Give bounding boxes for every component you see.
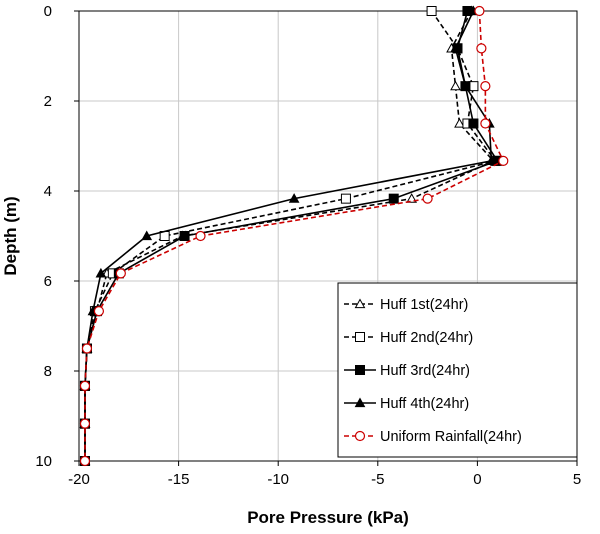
series-5-point	[480, 118, 491, 129]
series-1-point	[454, 117, 465, 128]
series-5-point	[79, 418, 91, 429]
legend-label: Huff 2nd(24hr)	[380, 330, 473, 346]
series-5-point	[422, 193, 433, 204]
series-3-point	[388, 193, 399, 204]
series-5-point	[79, 455, 91, 467]
series-5-point	[498, 155, 509, 166]
y-tick-label: 0	[44, 3, 52, 20]
legend-box	[337, 282, 578, 458]
legend-marker	[354, 430, 366, 442]
series-4-point	[460, 80, 471, 91]
series-2-point	[426, 6, 437, 16]
series-4-point	[450, 42, 461, 53]
legend-label: Huff 1st(24hr)	[380, 297, 468, 313]
y-axis-title: Depth (m)	[1, 196, 20, 275]
legend-marker	[354, 397, 366, 408]
x-tick-label: -10	[267, 471, 289, 488]
legend-entry: Huff 3rd(24hr)	[344, 363, 470, 379]
series-3-point	[468, 118, 479, 129]
y-tick-label: 8	[44, 363, 52, 380]
legend-entry: Huff 4th(24hr)	[344, 396, 469, 412]
legend-entry: Huff 2nd(24hr)	[344, 330, 473, 346]
series-5-point	[79, 380, 91, 391]
axis-ticks: -20 -15 -10 -5 0 5 0 2 4 6 8 10	[35, 3, 581, 488]
series-4-point	[485, 155, 497, 165]
legend-marker	[355, 332, 365, 342]
series-4-point	[95, 267, 107, 278]
series-2-point	[340, 193, 351, 204]
series-5-point	[195, 230, 206, 242]
x-tick-label: -15	[168, 471, 190, 488]
series-1-point	[450, 80, 461, 91]
legend-marker	[354, 298, 366, 309]
legend-marker	[355, 365, 365, 375]
series-3-point	[179, 231, 190, 241]
legend-items: Huff 1st(24hr) Huff 2nd(24hr) Huff 3rd(24h…	[344, 297, 522, 445]
legend-label: Uniform Rainfall(24hr)	[380, 429, 522, 445]
y-tick-label: 2	[44, 93, 52, 110]
legend-label: Huff 3rd(24hr)	[380, 363, 470, 379]
series-5-point	[93, 306, 105, 317]
legend-entry: Huff 1st(24hr)	[344, 297, 468, 313]
y-tick-label: 4	[44, 183, 52, 200]
x-tick-label: -5	[371, 471, 384, 488]
x-tick-label: 0	[473, 471, 481, 488]
series-5-point	[476, 43, 487, 54]
x-tick-label: -20	[68, 471, 90, 488]
y-tick-label: 10	[35, 453, 52, 470]
plot-area-frame	[78, 10, 578, 462]
series-group	[79, 5, 509, 467]
series-5-point	[480, 81, 491, 92]
series-5-point	[115, 268, 126, 279]
y-tick-label: 6	[44, 273, 52, 290]
legend-label: Huff 4th(24hr)	[380, 396, 469, 412]
series-4-point	[141, 230, 153, 241]
legend-entry: Uniform Rainfall(24hr)	[344, 429, 522, 445]
x-axis-title: Pore Pressure (kPa)	[247, 508, 409, 527]
series-5	[79, 5, 509, 467]
legend: Huff 1st(24hr) Huff 2nd(24hr) Huff 3rd(24h…	[337, 282, 578, 458]
series-5-point	[474, 5, 485, 17]
series-5-point	[81, 343, 93, 354]
series-4-point	[288, 193, 300, 203]
x-tick-label: 5	[573, 471, 581, 488]
